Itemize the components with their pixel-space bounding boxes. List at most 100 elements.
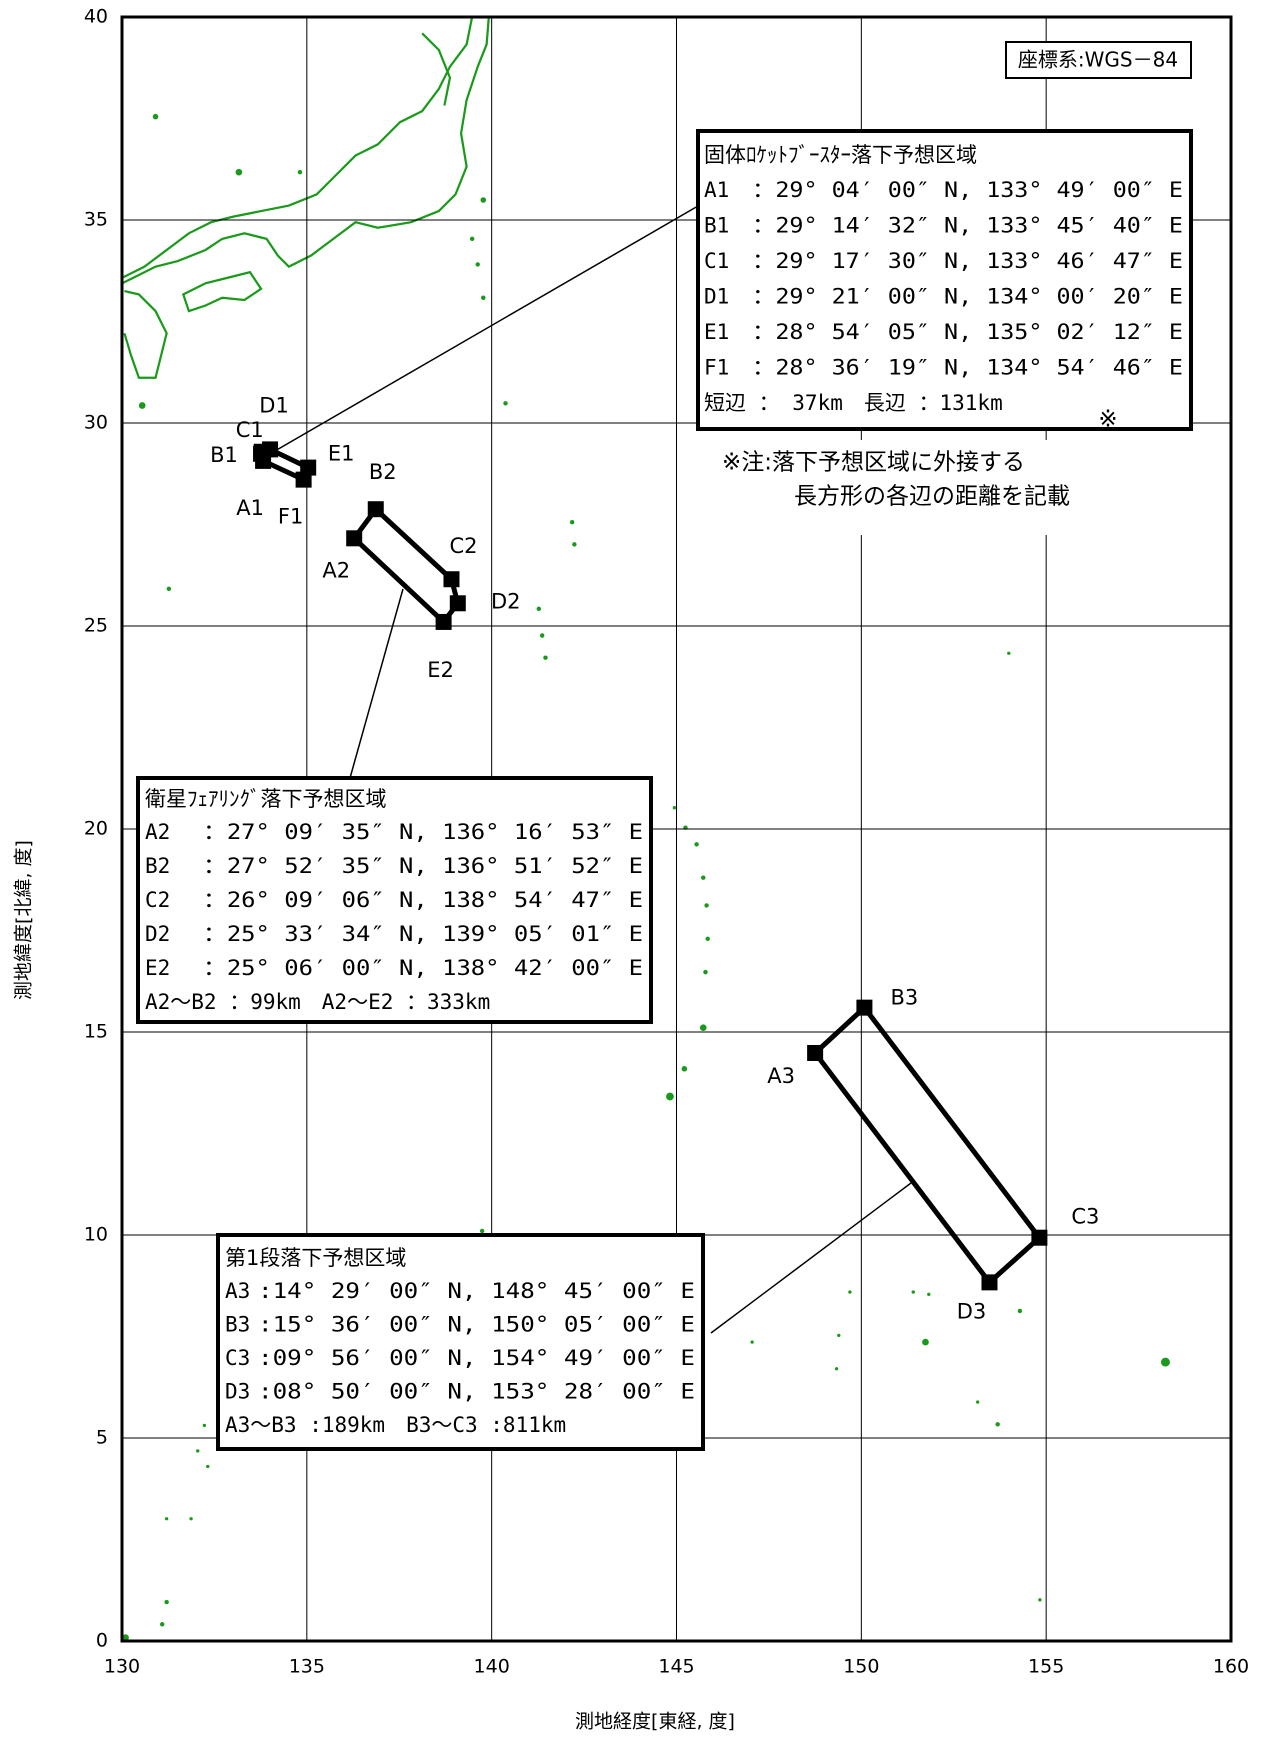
- point-name: D1: [704, 285, 729, 309]
- point-name: C1: [704, 249, 729, 273]
- zone-vertex: [435, 613, 452, 630]
- point-name: C2: [145, 888, 170, 912]
- info-box: [216, 1233, 705, 1451]
- point-coord: :15° 36′ 00″ N, 150° 05′ 00″ E: [258, 1313, 695, 1337]
- y-tick-label: 30: [84, 412, 108, 434]
- point-name: A2: [145, 820, 170, 844]
- y-tick-label: 15: [84, 1021, 108, 1043]
- x-tick-label: 130: [104, 1656, 140, 1678]
- x-tick-label: 150: [843, 1656, 879, 1678]
- point-coord: ：29° 21′ 00″ N, 134° 00′ 20″ E: [752, 285, 1183, 309]
- vertex-label: D2: [491, 589, 521, 613]
- vertex-label: B3: [891, 986, 919, 1010]
- y-tick-label: 20: [84, 818, 108, 840]
- zone-vertex: [367, 501, 384, 518]
- vertex-label: D3: [957, 1299, 987, 1323]
- point-coord: ：29° 04′ 00″ N, 133° 49′ 00″ E: [752, 178, 1183, 202]
- zone-vertex: [449, 595, 466, 612]
- plot-frame: [120, 15, 1233, 1643]
- info-box-title: 衛星ﾌｪｱﾘﾝｸﾞ落下予想区域: [145, 787, 387, 811]
- vertex-label: C2: [449, 534, 477, 558]
- leader-line: [267, 205, 699, 456]
- info-boxes: 固体ﾛｹｯﾄﾌﾞｰｽﾀｰ落下予想区域 A1 ：29° 04′ 00″ N, 133°…: [136, 129, 1193, 1451]
- vertex-label: E2: [427, 658, 454, 682]
- x-tick-label: 155: [1028, 1656, 1064, 1678]
- y-axis-title: 測地緯度[北緯, 度]: [13, 840, 35, 1000]
- leader-line: [710, 1182, 912, 1334]
- zone-vertex: [856, 999, 873, 1016]
- info-box-title: 固体ﾛｹｯﾄﾌﾞｰｽﾀｰ落下予想区域: [704, 143, 977, 167]
- x-tick-label: 145: [658, 1656, 694, 1678]
- drop-zone: [811, 1003, 1043, 1287]
- point-coord: ：28° 36′ 19″ N, 134° 54′ 46″ E: [752, 356, 1183, 380]
- vertex-label: B1: [210, 443, 238, 467]
- note-mark: ※: [1098, 407, 1117, 433]
- vertex-label: A3: [767, 1064, 795, 1088]
- vertex-label: B2: [369, 460, 397, 484]
- point-name: E2: [145, 956, 170, 980]
- y-tick-label: 10: [84, 1224, 108, 1246]
- drop-zone: [350, 505, 461, 626]
- point-coord: ：27° 09′ 35″ N, 136° 16′ 53″ E: [203, 820, 643, 844]
- zone-vertex: [300, 459, 317, 476]
- point-name: C3: [225, 1346, 250, 1370]
- point-coord: ：25° 06′ 00″ N, 138° 42′ 00″ E: [203, 956, 643, 980]
- info-box-title: 第1段落下予想区域: [225, 1246, 406, 1270]
- point-coord: :08° 50′ 00″ N, 153° 28′ 00″ E: [258, 1380, 695, 1404]
- leader-line: [349, 588, 404, 779]
- point-coord: ：28° 54′ 05″ N, 135° 02′ 12″ E: [752, 320, 1183, 344]
- vertex-label: A1: [236, 496, 264, 520]
- y-tick-label: 25: [84, 615, 108, 637]
- point-name: B1: [704, 214, 729, 238]
- vertex-label: F1: [278, 505, 303, 529]
- zone-vertex: [1031, 1229, 1048, 1246]
- note-line: ※注:落下予想区域に外接する: [722, 450, 1025, 476]
- zone-vertex: [443, 571, 460, 588]
- x-axis-title: 測地経度[東経, 度]: [575, 1711, 735, 1733]
- y-tick-label: 40: [84, 6, 108, 28]
- zone-summary: A3～B3 :189km B3～C3 :811km: [225, 1413, 566, 1437]
- y-tick-label: 0: [96, 1630, 108, 1652]
- note-bg: [716, 440, 1136, 535]
- zone-vertex: [262, 441, 279, 458]
- zone-summary: A2～B2 ：99km A2～E2 ：333km: [145, 990, 490, 1014]
- datum-label: 座標系:WGS－84: [1018, 48, 1178, 72]
- point-name: A1: [704, 178, 729, 202]
- point-name: E1: [704, 320, 729, 344]
- point-name: B2: [145, 854, 170, 878]
- note-line: 長方形の各辺の距離を記載: [794, 484, 1070, 510]
- vertex-label: C3: [1071, 1205, 1099, 1229]
- vertex-label: C1: [236, 418, 264, 442]
- x-tick-label: 140: [474, 1656, 510, 1678]
- zone-vertex: [807, 1044, 824, 1061]
- leader-lines: [267, 205, 912, 1334]
- y-tick-label: 35: [84, 209, 108, 231]
- datum-box: [1005, 41, 1192, 79]
- y-tick-label: 5: [96, 1427, 108, 1449]
- zone-vertex: [981, 1274, 998, 1291]
- point-name: D3: [225, 1380, 250, 1404]
- vertex-label: E1: [328, 442, 355, 466]
- zone-vertex: [346, 530, 363, 547]
- point-coord: ：25° 33′ 34″ N, 139° 05′ 01″ E: [203, 922, 643, 946]
- vertex-label: D1: [259, 393, 289, 417]
- info-box: [136, 776, 653, 1024]
- point-name: A3: [225, 1279, 250, 1303]
- coastline: [122, 17, 1170, 1641]
- point-coord: ：26° 09′ 06″ N, 138° 54′ 47″ E: [203, 888, 643, 912]
- x-tick-label: 135: [289, 1656, 325, 1678]
- point-coord: :09° 56′ 00″ N, 154° 49′ 00″ E: [258, 1346, 695, 1370]
- info-box: [696, 129, 1193, 431]
- zone-summary: 短辺 ： 37km 長辺 ：131km: [704, 391, 1003, 415]
- zone-vertex: [295, 471, 312, 488]
- point-name: F1: [704, 356, 729, 380]
- point-coord: ：27° 52′ 35″ N, 136° 51′ 52″ E: [203, 854, 643, 878]
- point-name: B3: [225, 1313, 250, 1337]
- point-name: D2: [145, 922, 170, 946]
- point-coord: ：29° 14′ 32″ N, 133° 45′ 40″ E: [752, 214, 1183, 238]
- x-tick-label: 160: [1213, 1656, 1249, 1678]
- point-coord: :14° 29′ 00″ N, 148° 45′ 00″ E: [258, 1279, 695, 1303]
- vertex-label: A2: [322, 558, 350, 582]
